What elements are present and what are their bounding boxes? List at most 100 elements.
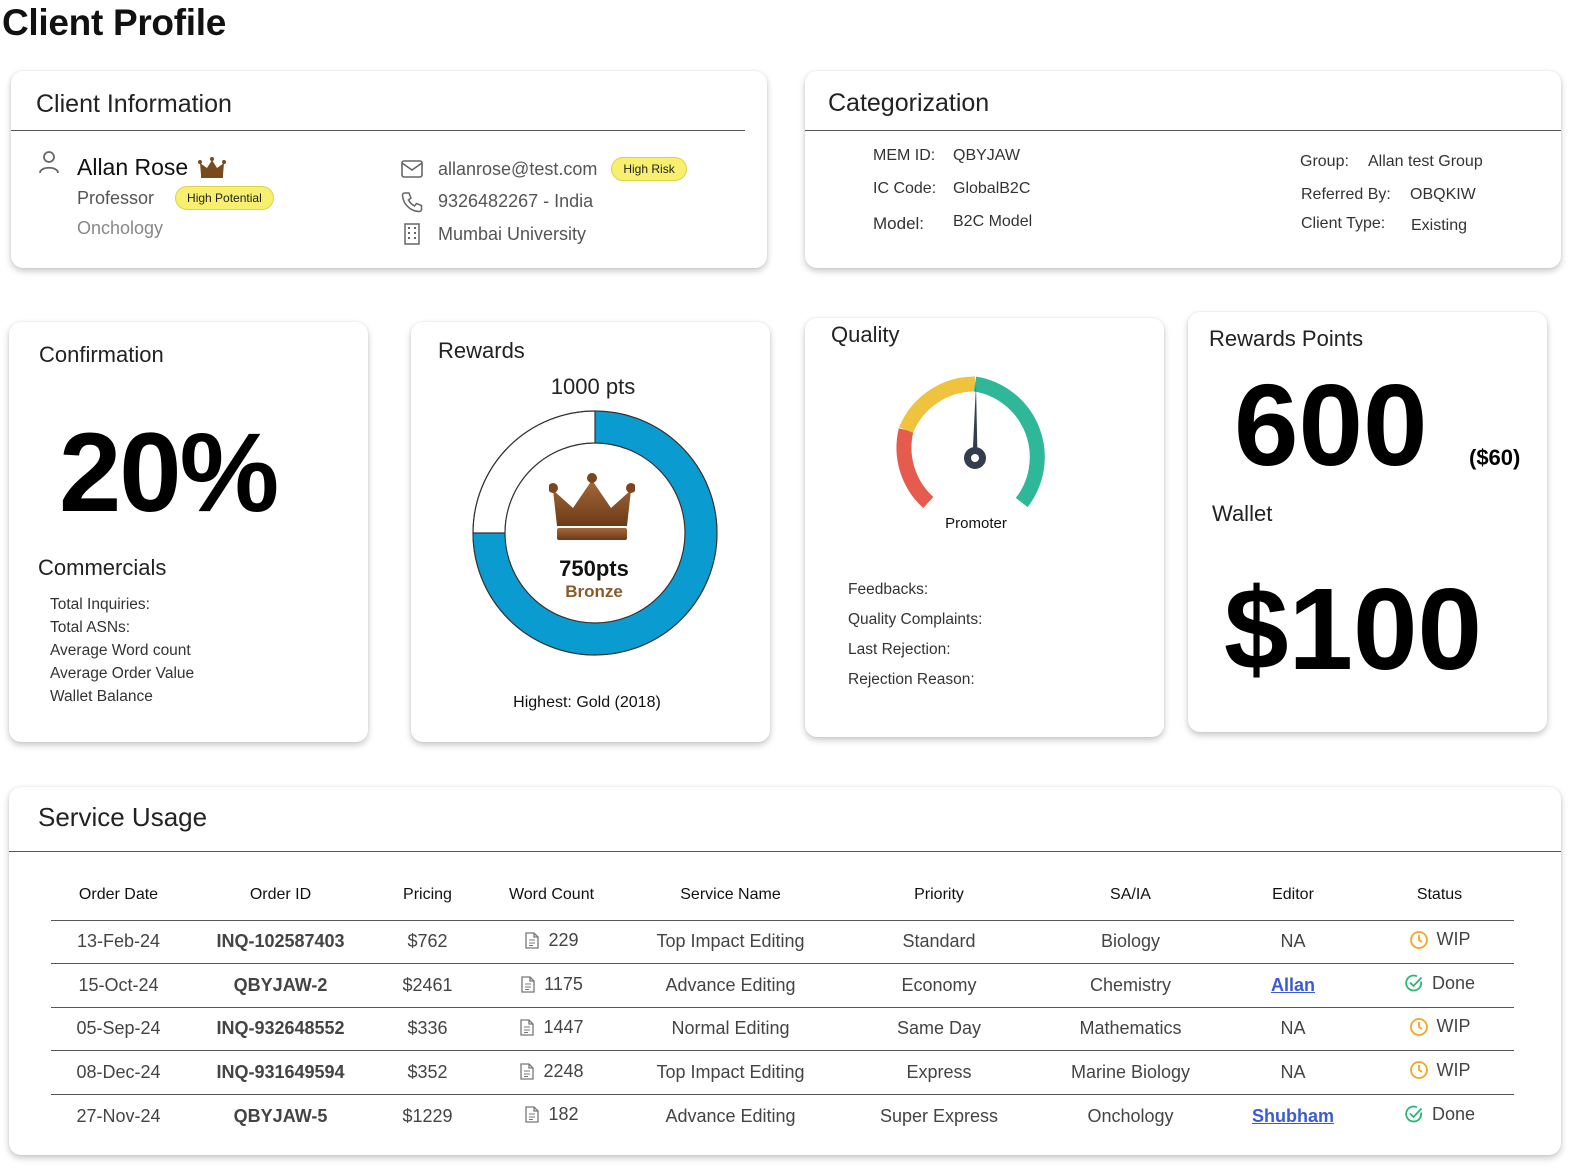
pricing-cell: $762 — [375, 920, 480, 964]
client-phone[interactable]: 9326482267 - India — [438, 191, 594, 211]
editor-cell: NA — [1221, 920, 1365, 964]
priority-cell: Super Express — [879, 1105, 999, 1126]
mem-id-label: MEM ID: — [873, 147, 936, 164]
check-circle-icon — [1404, 972, 1424, 994]
status-value: Done — [1431, 1103, 1476, 1124]
status-value: WIP — [1436, 1059, 1471, 1080]
client-information-title: Client Information — [36, 90, 232, 118]
ic-code-value: GlobalB2C — [953, 180, 1031, 197]
column-header-order-id[interactable]: Order ID — [186, 870, 375, 921]
column-header-editor[interactable]: Editor — [1221, 870, 1365, 921]
phone-icon — [401, 191, 423, 213]
word-count-cell: 1175 — [480, 963, 623, 1008]
clock-icon — [1409, 929, 1429, 951]
high-potential-badge: High Potential — [175, 186, 274, 210]
table-row[interactable]: 05-Sep-24 INQ-932648552 $336 1447 Normal Edi… — [51, 1007, 1514, 1051]
word-count-value: 182 — [548, 1104, 579, 1125]
document-icon — [519, 1017, 535, 1039]
rewards-highest: Highest: Gold (2018) — [513, 694, 661, 711]
list-item: Rejection Reason: — [848, 671, 975, 688]
status-cell: Done — [1365, 1094, 1514, 1138]
group-value: Allan test Group — [1368, 153, 1483, 170]
table-row[interactable]: 15-Oct-24 QBYJAW-2 $2461 1175 Advance Editin… — [51, 963, 1514, 1008]
order-id-cell[interactable]: QBYJAW-2 — [186, 963, 375, 1008]
service-name-cell: Normal Editing — [623, 1007, 838, 1051]
mem-id-value: QBYJAW — [953, 147, 1020, 164]
column-header-sa-ia[interactable]: SA/IA — [1040, 870, 1221, 921]
order-date-cell: 27-Nov-24 — [76, 1105, 161, 1126]
status-cell: WIP — [1365, 1007, 1514, 1051]
rewards-ring-split — [473, 411, 596, 534]
editor-cell: NA — [1221, 1050, 1365, 1095]
wallet-title: Wallet — [1212, 501, 1273, 526]
divider — [11, 130, 745, 131]
service-name-cell: Advance Editing — [665, 1105, 796, 1126]
document-icon — [519, 1060, 535, 1082]
rewards-points-card: Rewards Points 600 ($60) Wallet $100 — [1188, 312, 1547, 732]
quality-title: Quality — [831, 322, 900, 347]
editor-link[interactable]: Allan — [1270, 974, 1315, 995]
categorization-card: Categorization MEM ID: QBYJAW IC Code: G… — [805, 71, 1561, 268]
gauge-needle — [972, 385, 978, 457]
bronze-crown-icon — [549, 470, 635, 544]
client-type-value: Existing — [1411, 217, 1468, 234]
categorization-title: Categorization — [828, 89, 990, 117]
order-id-cell[interactable]: INQ-932648552 — [186, 1007, 375, 1051]
service-usage-title: Service Usage — [38, 802, 208, 832]
order-date-cell: 05-Sep-24 — [51, 1007, 186, 1051]
model-label: Model: — [873, 214, 925, 233]
order-id-cell[interactable]: QBYJAW-5 — [233, 1105, 328, 1126]
word-count-cell: 229 — [480, 920, 623, 964]
status-cell: Done — [1365, 963, 1514, 1008]
status-cell: WIP — [1365, 1050, 1514, 1095]
service-usage-table: Order Date Order ID Pricing Word Count S… — [51, 870, 1514, 1138]
rewards-card: Rewards 1000 pts 750pts Bronze Highest: … — [411, 322, 770, 742]
column-header-word-count[interactable]: Word Count — [480, 870, 623, 921]
column-header-status[interactable]: Status — [1365, 870, 1514, 921]
service-name-cell: Top Impact Editing — [623, 1050, 838, 1095]
status-cell: WIP — [1365, 920, 1514, 964]
pricing-cell: $336 — [375, 1007, 480, 1051]
order-id-cell[interactable]: INQ-102587403 — [186, 920, 375, 964]
client-role: Professor — [77, 187, 155, 208]
client-organization: Mumbai University — [438, 224, 587, 244]
order-id-cell[interactable]: INQ-931649594 — [186, 1050, 375, 1095]
priority-cell: Express — [838, 1050, 1040, 1095]
list-item: Wallet Balance — [50, 688, 153, 705]
group-label: Group: — [1300, 153, 1349, 170]
clock-icon — [1409, 1059, 1429, 1081]
rewards-tier: Bronze — [565, 582, 623, 601]
sa-ia-cell: Biology — [1040, 920, 1221, 964]
rewards-points-cash-value: ($60) — [1469, 445, 1521, 470]
list-item: Total ASNs: — [50, 619, 131, 636]
list-item: Feedbacks: — [848, 581, 929, 598]
building-icon — [401, 223, 423, 245]
column-header-order-date[interactable]: Order Date — [51, 870, 186, 921]
column-header-priority[interactable]: Priority — [838, 870, 1040, 921]
service-name-cell: Advance Editing — [623, 963, 838, 1008]
table-row[interactable]: 13-Feb-24 INQ-102587403 $762 229 Top Impact … — [51, 920, 1514, 964]
high-risk-badge: High Risk — [611, 157, 687, 181]
priority-cell: Same Day — [838, 1007, 1040, 1051]
editor-value: NA — [1280, 1061, 1306, 1082]
column-header-pricing[interactable]: Pricing — [375, 870, 480, 921]
list-item: Last Rejection: — [848, 641, 951, 658]
editor-cell: Shubham — [1221, 1094, 1365, 1138]
table-row[interactable]: 27-Nov-24 QBYJAW-5 $1229 182 Advance Editing… — [51, 1094, 1514, 1138]
client-email[interactable]: allanrose@test.com — [438, 158, 598, 179]
editor-value: NA — [1280, 931, 1306, 952]
column-header-service-name[interactable]: Service Name — [623, 870, 838, 921]
editor-link[interactable]: Shubham — [1251, 1105, 1334, 1126]
referred-by-value: OBQKIW — [1410, 186, 1476, 203]
word-count-cell: 1447 — [480, 1007, 623, 1051]
table-row[interactable]: 08-Dec-24 INQ-931649594 $352 2248 Top Impact… — [51, 1050, 1514, 1095]
quality-card: Quality Promoter Feedbacks: Quality Comp… — [805, 318, 1164, 737]
document-icon — [520, 973, 536, 995]
sa-ia-cell: Mathematics — [1040, 1007, 1221, 1051]
page-title: Client Profile — [2, 2, 226, 43]
word-count-value: 1175 — [544, 973, 583, 994]
priority-cell: Economy — [838, 963, 1040, 1008]
word-count-value: 2248 — [543, 1060, 584, 1081]
quality-gauge — [896, 376, 1045, 509]
editor-cell: NA — [1221, 1007, 1365, 1051]
